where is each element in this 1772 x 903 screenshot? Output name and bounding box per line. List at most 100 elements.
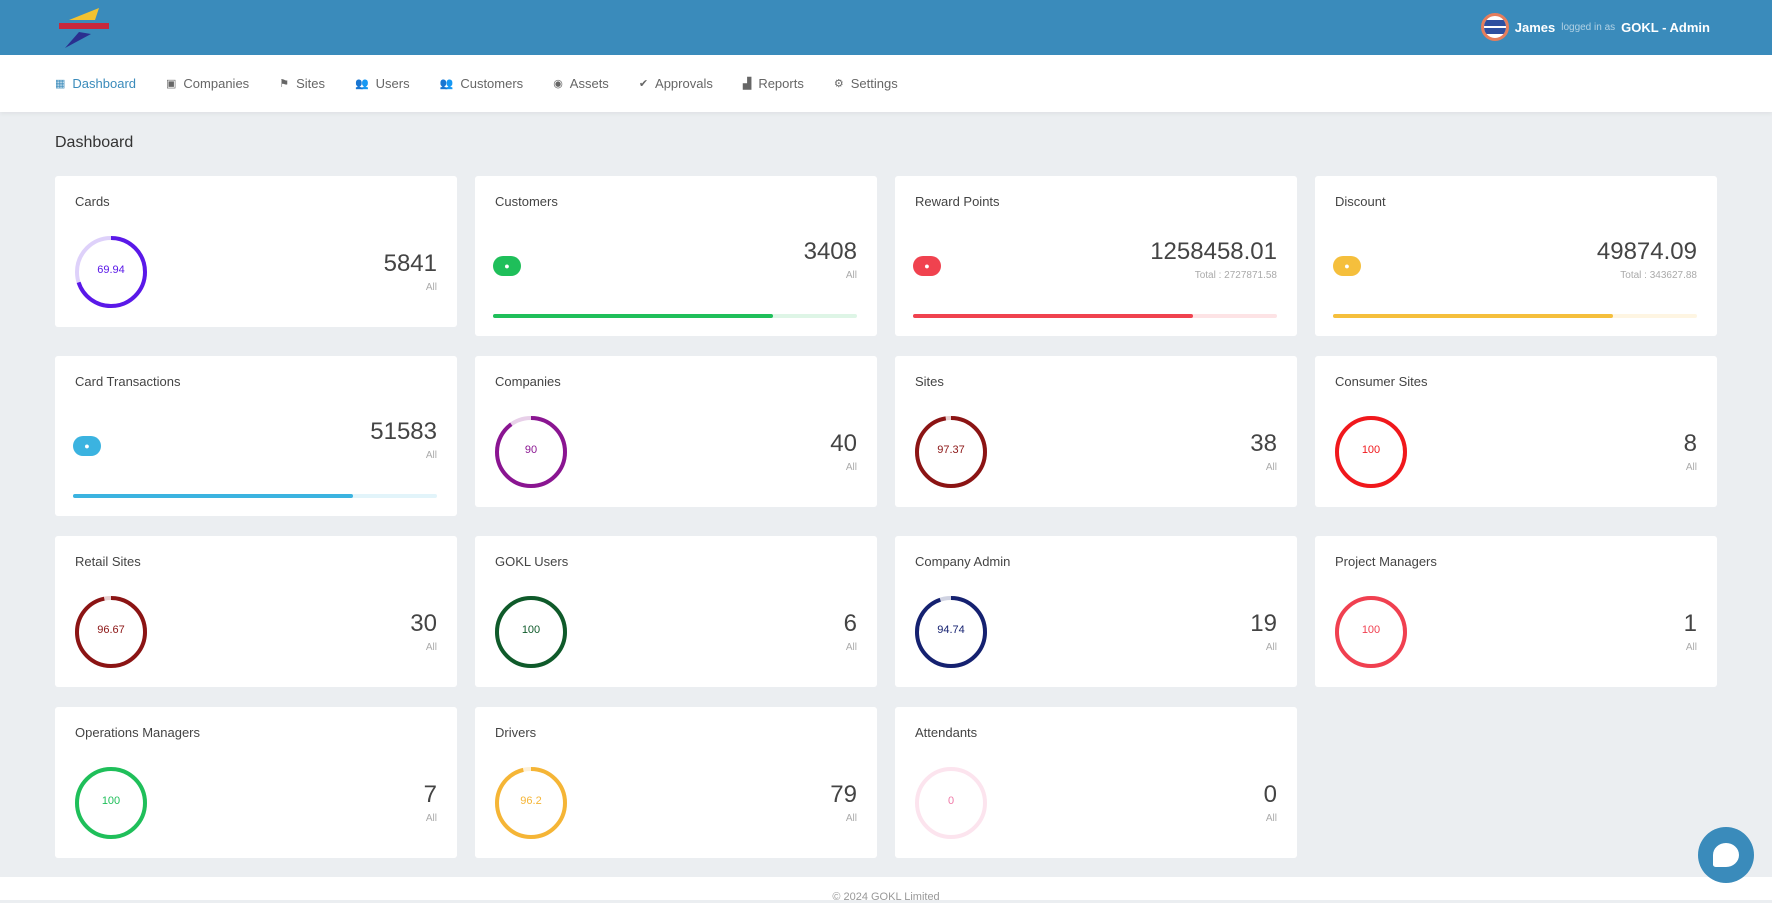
nav-label: Companies (183, 76, 250, 91)
card-value: 30 (410, 610, 437, 637)
reports-icon: ▟ (742, 78, 752, 90)
card-value: 5841 (383, 250, 437, 277)
card-value: 0 (1263, 781, 1277, 808)
nav-settings[interactable]: ⚙ Settings (834, 76, 898, 91)
progress-fill (1333, 314, 1614, 318)
card-value: 8 (1683, 430, 1697, 457)
card-sub: All (1265, 642, 1277, 653)
stat-card-project-managers[interactable]: Project Managers 100 1 All (1315, 536, 1717, 687)
stat-card-operations-managers[interactable]: Operations Managers 100 7 All (55, 707, 457, 858)
progress-fill (73, 494, 354, 498)
card-value: 49874.09 (1596, 238, 1697, 265)
user-name: James (1514, 19, 1556, 35)
stat-card-cards[interactable]: Cards 69.94 5841 All (55, 176, 457, 327)
nav-approvals[interactable]: ✔ Approvals (639, 76, 713, 91)
ring-percent: 100 (1361, 444, 1381, 456)
card-sub: All (425, 642, 437, 653)
card-icon-badge: ● (73, 436, 101, 456)
card-value: 19 (1250, 610, 1277, 637)
ring-percent: 69.94 (97, 264, 125, 276)
user-role: GOKL - Admin (1621, 19, 1710, 35)
settings-icon: ⚙ (833, 78, 844, 90)
card-sub: All (425, 282, 437, 293)
stat-card-company-admin[interactable]: Company Admin 94.74 19 All (895, 536, 1297, 687)
main-nav: ▦ Dashboard ▣ Companies ⚑ Sites 👥 Users 👥 Custome… (0, 55, 1772, 112)
card-icon-badge: ● (493, 256, 521, 276)
footer-text: © 2024 GOKL Limited (832, 891, 940, 903)
avatar (1480, 13, 1509, 41)
card-sub: All (845, 270, 857, 281)
stat-card-attendants[interactable]: Attendants 0 0 All (895, 707, 1297, 858)
nav-label: Reports (758, 76, 804, 91)
progress-fill (493, 314, 774, 318)
company-logo[interactable] (55, 6, 115, 50)
nav-reports[interactable]: ▟ Reports (743, 76, 804, 91)
top-bar: James logged in as GOKL - Admin (0, 0, 1772, 55)
stat-card-drivers[interactable]: Drivers 96.2 79 All (475, 707, 877, 858)
users-icon: 👥 (354, 78, 369, 90)
progress-ring: 94.74 (913, 594, 989, 670)
progress-bar (73, 494, 437, 498)
ring-percent: 100 (101, 795, 121, 807)
nav-label: Sites (296, 76, 325, 91)
stat-card-reward-points[interactable]: Reward Points ● 1258458.01 Total : 272787… (895, 176, 1297, 336)
card-title: Customers (495, 194, 558, 209)
progress-bar (493, 314, 857, 318)
stat-card-card-transactions[interactable]: Card Transactions ● 51583 All (55, 356, 457, 516)
nav-label: Dashboard (72, 76, 137, 91)
card-value: 6 (843, 610, 857, 637)
nav-sites[interactable]: ⚑ Sites (279, 76, 325, 91)
card-sub: Total : 343627.88 (1620, 270, 1697, 281)
card-sub: All (845, 462, 857, 473)
card-sub: All (1265, 462, 1277, 473)
stat-card-consumer-sites[interactable]: Consumer Sites 100 8 All (1315, 356, 1717, 507)
progress-ring: 100 (1333, 594, 1409, 670)
card-title: Operations Managers (75, 725, 201, 740)
card-sub: Total : 2727871.58 (1194, 270, 1277, 281)
ring-percent: 97.37 (937, 444, 965, 456)
card-sub: All (1685, 462, 1697, 473)
card-sub: All (1265, 813, 1277, 824)
card-title: Discount (1335, 194, 1386, 209)
chat-button[interactable] (1698, 827, 1754, 883)
stat-card-retail-sites[interactable]: Retail Sites 96.67 30 All (55, 536, 457, 687)
progress-ring: 100 (1333, 414, 1409, 490)
stat-card-companies[interactable]: Companies 90 40 All (475, 356, 877, 507)
card-title: Reward Points (915, 194, 1000, 209)
nav-customers[interactable]: 👥 Customers (440, 76, 524, 91)
card-title: GOKL Users (495, 554, 569, 569)
card-value: 3408 (803, 238, 857, 265)
nav-assets[interactable]: ◉ Assets (553, 76, 609, 91)
card-sub: All (425, 450, 437, 461)
sites-icon: ⚑ (279, 78, 290, 90)
progress-ring: 100 (73, 765, 149, 841)
stat-card-gokl-users[interactable]: GOKL Users 100 6 All (475, 536, 877, 687)
nav-users[interactable]: 👥 Users (355, 76, 410, 91)
nav-companies[interactable]: ▣ Companies (166, 76, 249, 91)
card-value: 7 (423, 781, 437, 808)
ring-percent: 96.2 (520, 795, 542, 807)
user-menu[interactable]: James logged in as GOKL - Admin (1480, 13, 1710, 41)
progress-ring: 90 (493, 414, 569, 490)
stats-grid: Cards 69.94 5841 All Customers ● 3408 All … (55, 176, 1717, 858)
card-title: Consumer Sites (1335, 374, 1428, 389)
progress-ring: 96.67 (73, 594, 149, 670)
approvals-icon: ✔ (638, 78, 649, 90)
card-title: Retail Sites (75, 554, 141, 569)
card-icon-badge: ● (1333, 256, 1361, 276)
nav-dashboard[interactable]: ▦ Dashboard (55, 76, 136, 91)
card-title: Companies (495, 374, 561, 389)
ring-percent: 94.74 (937, 624, 965, 636)
stat-card-sites[interactable]: Sites 97.37 38 All (895, 356, 1297, 507)
progress-ring: 96.2 (493, 765, 569, 841)
stat-card-discount[interactable]: Discount ● 49874.09 Total : 343627.88 (1315, 176, 1717, 336)
card-title: Drivers (495, 725, 537, 740)
stat-card-customers[interactable]: Customers ● 3408 All (475, 176, 877, 336)
card-title: Attendants (915, 725, 978, 740)
footer: © 2024 GOKL Limited (0, 877, 1772, 903)
card-value: 1258458.01 (1150, 238, 1277, 265)
card-sub: All (845, 813, 857, 824)
progress-ring: 100 (493, 594, 569, 670)
customers-icon: 👥 (439, 78, 454, 90)
ring-percent: 100 (1361, 624, 1381, 636)
